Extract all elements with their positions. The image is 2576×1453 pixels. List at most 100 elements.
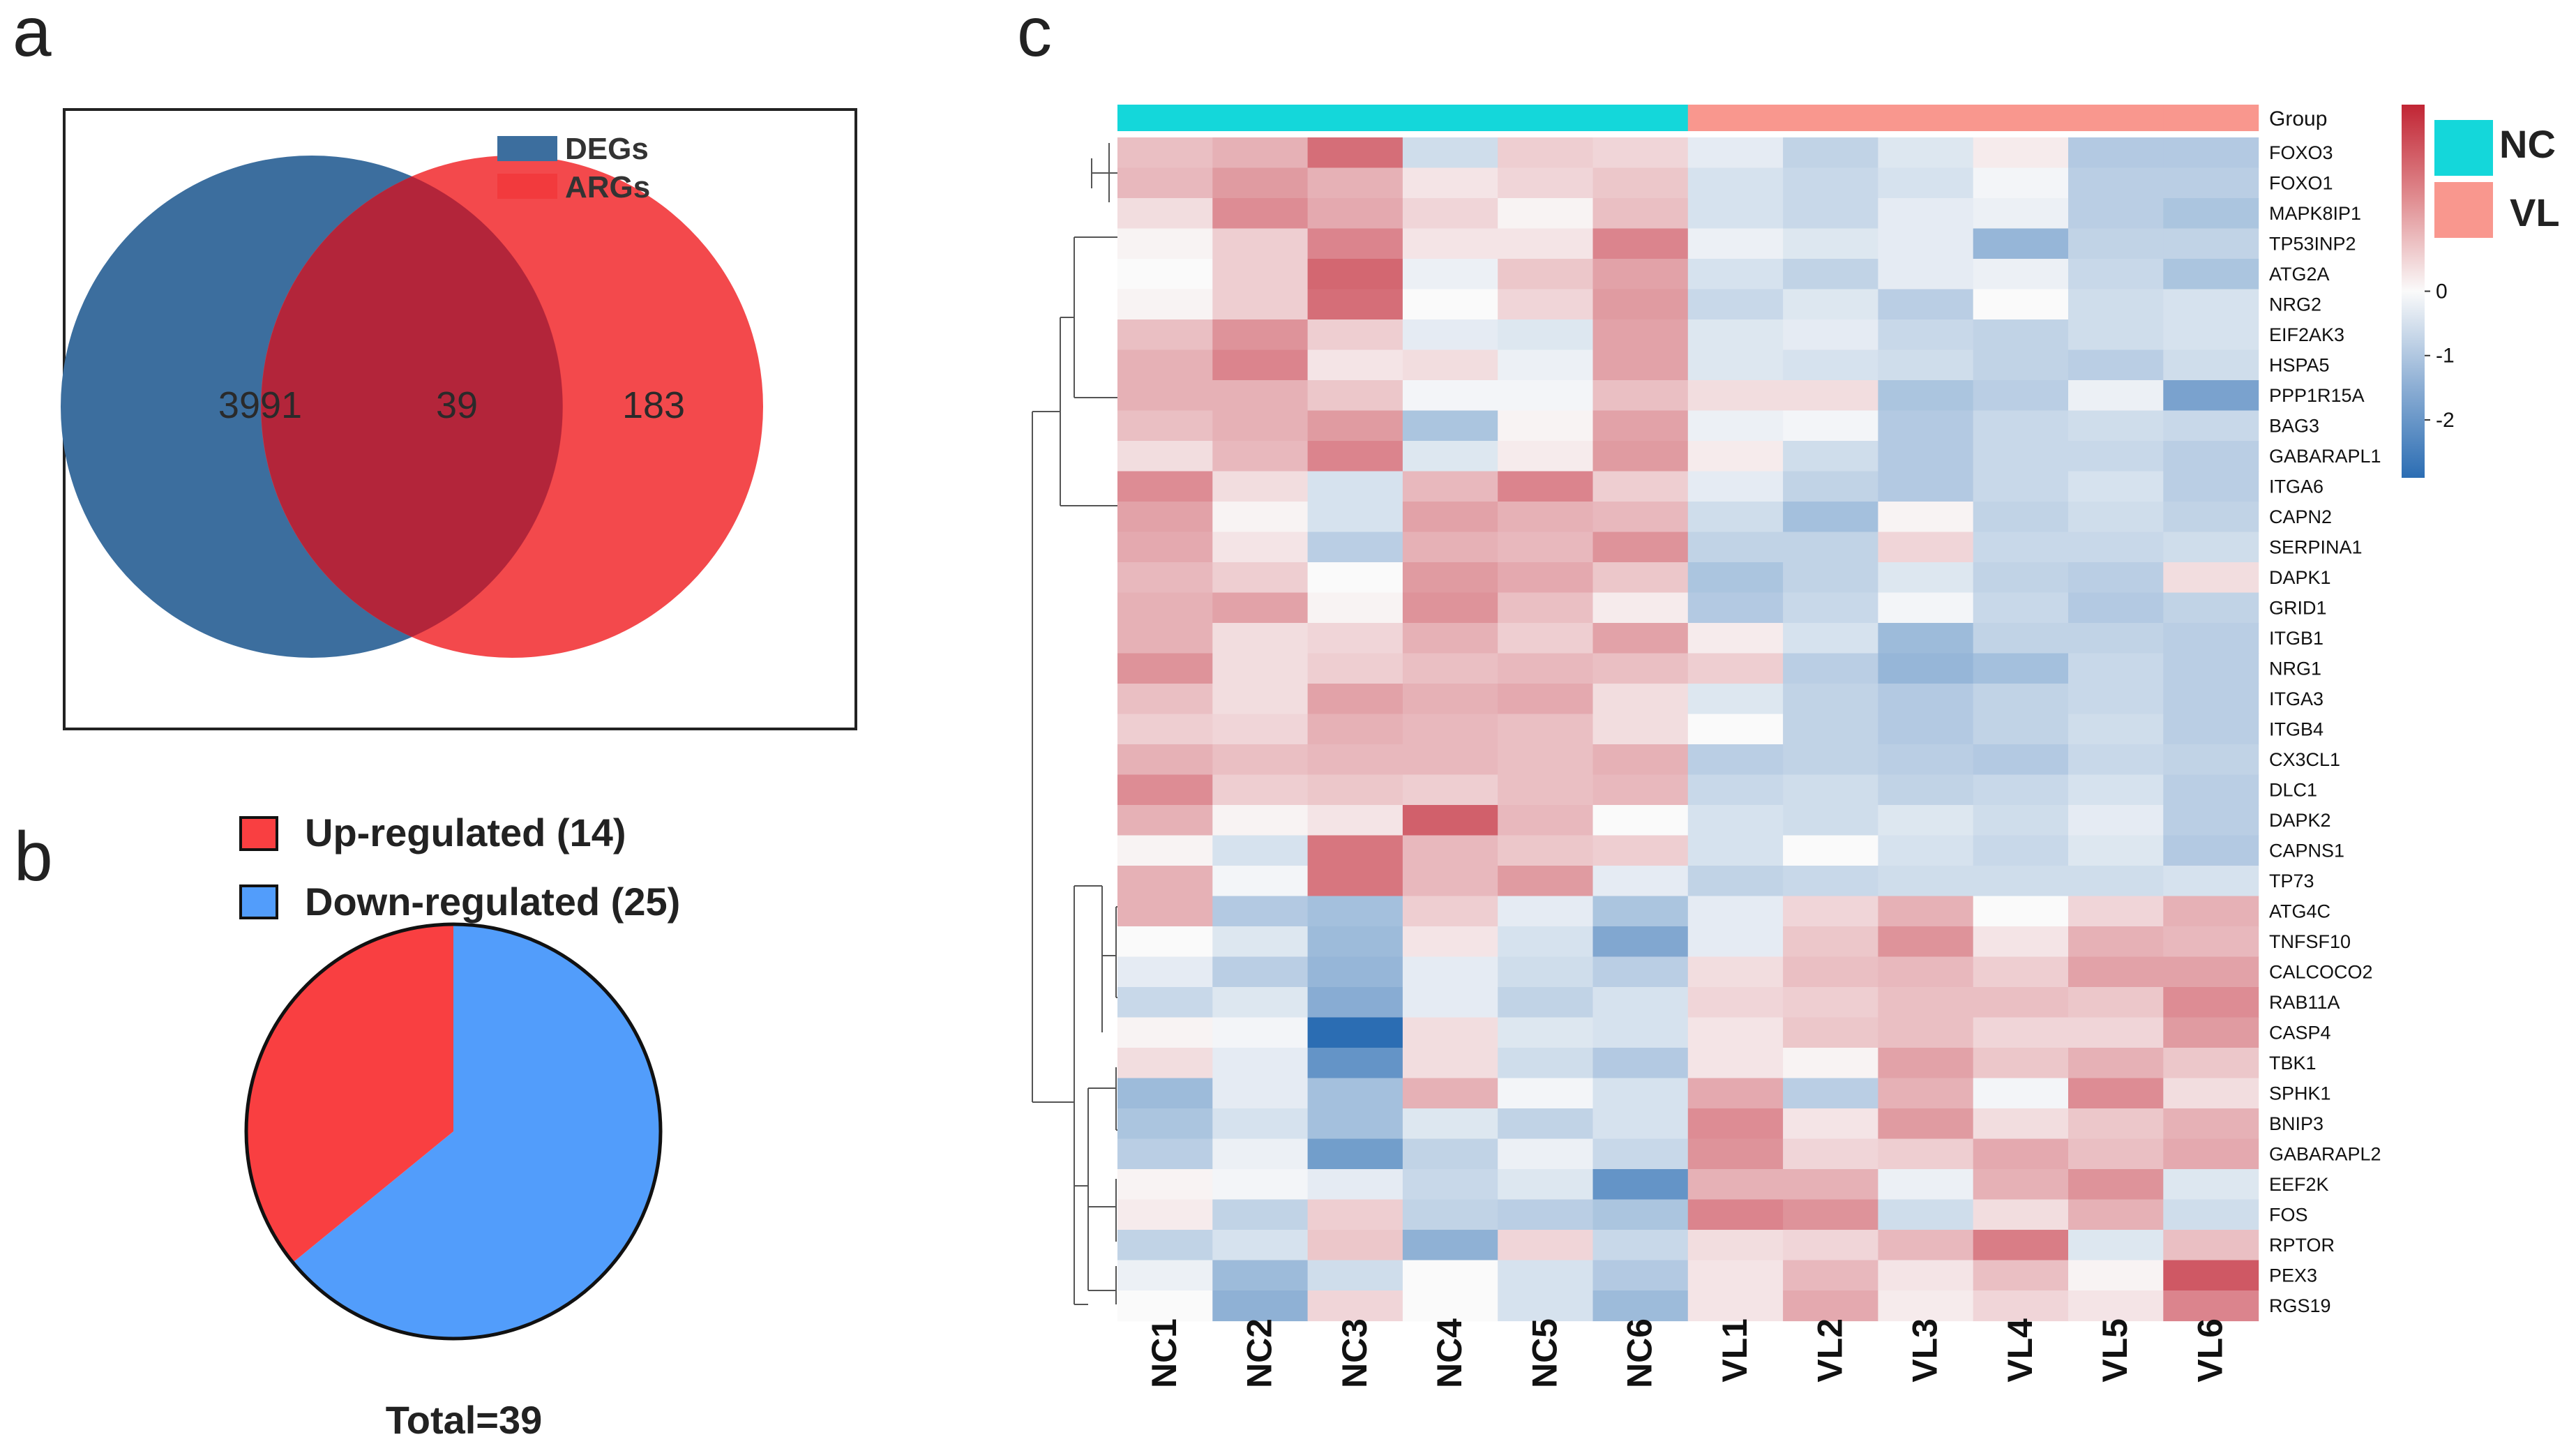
heatmap-cell xyxy=(1498,1230,1594,1261)
heatmap-cell xyxy=(1973,289,2069,320)
heatmap-cell xyxy=(1307,471,1403,502)
heatmap-cell xyxy=(2068,1078,2164,1109)
heatmap-cell xyxy=(2068,1230,2164,1261)
pie-slices xyxy=(244,922,663,1341)
heatmap-cell xyxy=(1592,502,1689,533)
heatmap-cell xyxy=(2068,744,2164,776)
heatmap-cell xyxy=(1212,926,1309,958)
heatmap-cell xyxy=(1402,956,1498,988)
row-label: PEX3 xyxy=(2269,1265,2317,1286)
heatmap-cell xyxy=(1783,471,1878,502)
heatmap-cell xyxy=(1212,1260,1309,1291)
group-bar-cell xyxy=(1592,105,1689,131)
heatmap-cell xyxy=(2163,167,2259,199)
heatmap-cell xyxy=(1402,289,1498,320)
heatmap-cell xyxy=(2068,441,2164,472)
heatmap-cell xyxy=(1592,684,1689,715)
heatmap-cell xyxy=(1687,259,1784,290)
heatmap-cell xyxy=(1117,228,1213,259)
heatmap-cell xyxy=(2163,744,2259,776)
heatmap-cell xyxy=(1117,137,1213,169)
heatmap-cell xyxy=(1212,502,1309,533)
heatmap-cell xyxy=(1212,380,1309,412)
venn-count-intersection: 39 xyxy=(436,384,478,426)
heatmap-cell xyxy=(1878,289,1974,320)
group-legend-swatch-vl xyxy=(2434,182,2493,238)
heatmap-cell xyxy=(1687,137,1784,169)
venn-diagram: 3991 39 183 DEGs ARGs xyxy=(61,108,857,730)
row-label: GABARAPL2 xyxy=(2269,1143,2381,1164)
heatmap-cell xyxy=(1878,471,1974,502)
heatmap-cell xyxy=(1878,1199,1974,1230)
heatmap-cell xyxy=(1687,532,1784,563)
heatmap-cell xyxy=(1117,1048,1213,1079)
heatmap-cell xyxy=(1307,1048,1403,1079)
heatmap-cell xyxy=(1878,592,1974,624)
heatmap-cell xyxy=(1498,1138,1594,1170)
heatmap-cell xyxy=(1212,653,1309,684)
heatmap-cell xyxy=(1878,956,1974,988)
legend-label-args: ARGs xyxy=(565,170,650,204)
heatmap-cell xyxy=(1878,198,1974,229)
heatmap-cell xyxy=(1783,1260,1878,1291)
heatmap-cell xyxy=(1402,1230,1498,1261)
legend-swatch-down xyxy=(239,884,278,919)
heatmap-cell xyxy=(1402,896,1498,927)
heatmap-cell xyxy=(2068,289,2164,320)
heatmap-cell xyxy=(1307,835,1403,866)
heatmap-cell xyxy=(1687,1108,1784,1140)
heatmap-cell xyxy=(1783,623,1878,654)
heatmap-cell xyxy=(1592,1290,1689,1322)
heatmap-cell xyxy=(2068,835,2164,866)
heatmap-cell xyxy=(1117,1230,1213,1261)
heatmap-cell xyxy=(2163,987,2259,1018)
heatmap-cell xyxy=(1592,471,1689,502)
row-label: TBK1 xyxy=(2269,1053,2317,1074)
heatmap-cell xyxy=(1117,532,1213,563)
heatmap-cell xyxy=(1687,380,1784,412)
heatmap-cell xyxy=(1783,684,1878,715)
heatmap-cell xyxy=(1402,471,1498,502)
row-label: EIF2AK3 xyxy=(2269,324,2344,345)
heatmap-cell xyxy=(1687,835,1784,866)
heatmap-cell xyxy=(2163,441,2259,472)
heatmap-cell xyxy=(1973,987,2069,1018)
heatmap-cell xyxy=(1973,1199,2069,1230)
heatmap-cell xyxy=(2163,623,2259,654)
heatmap-cell xyxy=(2068,592,2164,624)
legend-label-up: Up-regulated (14) xyxy=(305,811,626,855)
heatmap-cell xyxy=(1878,987,1974,1018)
heatmap-cell xyxy=(1783,835,1878,866)
heatmap-cell xyxy=(1307,1078,1403,1109)
heatmap-cell xyxy=(1592,441,1689,472)
group-bar-cell xyxy=(1783,105,1878,131)
heatmap-cell xyxy=(1878,1230,1974,1261)
heatmap-cell xyxy=(1402,1108,1498,1140)
heatmap-cell xyxy=(1212,1290,1309,1322)
heatmap-cell xyxy=(1973,502,2069,533)
heatmap-cell xyxy=(1498,441,1594,472)
heatmap-cell xyxy=(1212,896,1309,927)
heatmap-cell xyxy=(2163,380,2259,412)
row-label: ITGB1 xyxy=(2269,628,2323,649)
heatmap-cell xyxy=(2163,1290,2259,1322)
heatmap-cell xyxy=(1498,1290,1594,1322)
heatmap-cell xyxy=(1402,319,1498,351)
group-bar-cell xyxy=(1973,105,2069,131)
heatmap-cell xyxy=(1687,956,1784,988)
column-label: NC4 xyxy=(1430,1318,1469,1388)
heatmap-cell xyxy=(1498,1199,1594,1230)
column-label: NC5 xyxy=(1525,1318,1564,1388)
row-label: CASP4 xyxy=(2269,1022,2331,1043)
row-label: HSPA5 xyxy=(2269,354,2330,375)
heatmap-cell xyxy=(2163,956,2259,988)
heatmap-cell xyxy=(1307,198,1403,229)
heatmap-cell xyxy=(1307,684,1403,715)
heatmap-cell xyxy=(1687,349,1784,381)
heatmap-cell xyxy=(1878,744,1974,776)
heatmap-cell xyxy=(2068,259,2164,290)
heatmap-cell xyxy=(1973,774,2069,806)
heatmap-cell xyxy=(1498,532,1594,563)
heatmap-cell xyxy=(1498,471,1594,502)
heatmap-cell xyxy=(2163,289,2259,320)
